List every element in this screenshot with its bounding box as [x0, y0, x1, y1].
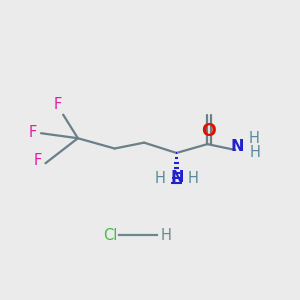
Text: Cl: Cl	[103, 228, 118, 243]
Text: F: F	[28, 125, 37, 140]
Text: F: F	[53, 97, 62, 112]
Text: N: N	[170, 169, 184, 184]
Text: H: H	[248, 131, 260, 146]
Text: H: H	[187, 171, 198, 186]
Text: H: H	[250, 145, 261, 160]
Text: H: H	[160, 228, 171, 243]
Text: N: N	[231, 139, 244, 154]
Text: F: F	[34, 153, 42, 168]
Text: O: O	[201, 122, 215, 140]
Text: H: H	[155, 171, 166, 186]
